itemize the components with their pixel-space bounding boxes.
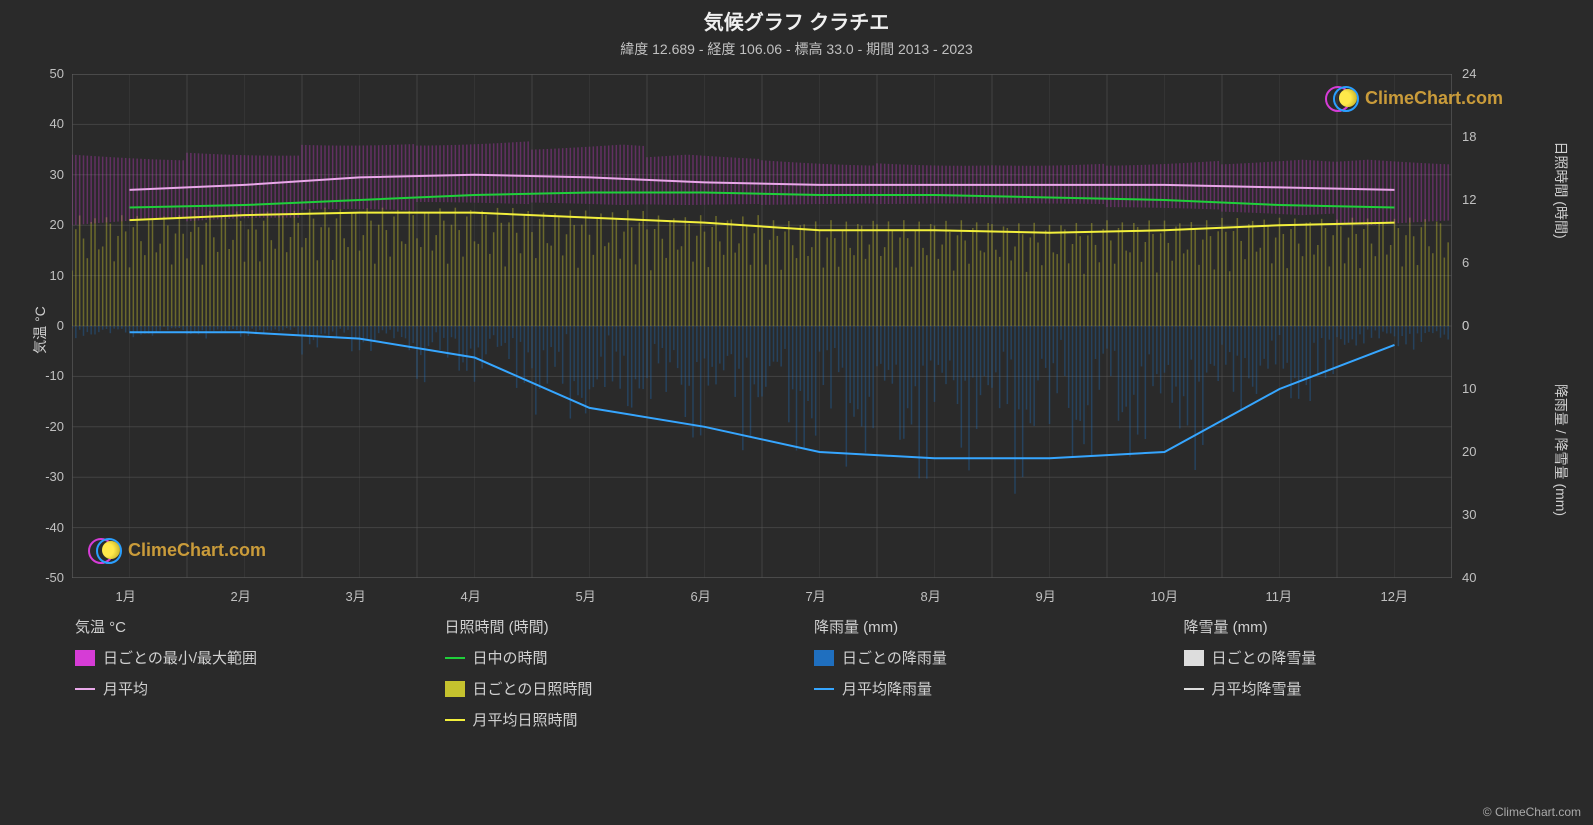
left-axis-label: 気温 °C — [30, 280, 50, 380]
right-top-tick: 12 — [1462, 192, 1476, 207]
right-bottom-tick: 40 — [1462, 570, 1476, 585]
legend-swatch-icon — [75, 650, 95, 666]
legend-item: 月平均 — [75, 678, 425, 699]
right-top-tick: 18 — [1462, 129, 1476, 144]
legend-item-label: 日ごとの降雨量 — [842, 647, 947, 668]
legend-item-label: 日中の時間 — [473, 647, 548, 668]
left-tick: -50 — [45, 570, 64, 585]
legend-item: 月平均日照時間 — [445, 709, 795, 730]
right-top-tick: 24 — [1462, 66, 1476, 81]
left-tick: 50 — [50, 66, 64, 81]
chart-legend: 気温 °C 日ごとの最小/最大範囲月平均 日照時間 (時間) 日中の時間日ごとの日照時… — [75, 616, 1533, 740]
x-tick: 12月 — [1381, 586, 1408, 605]
right-axis-top-label: 日照時間 (時間) — [1551, 120, 1571, 260]
left-tick: -10 — [45, 368, 64, 383]
legend-swatch-icon — [445, 681, 465, 697]
chart-subtitle: 緯度 12.689 - 経度 106.06 - 標高 33.0 - 期間 201… — [0, 35, 1593, 59]
x-tick: 2月 — [231, 586, 251, 605]
left-tick: -20 — [45, 419, 64, 434]
left-tick: 10 — [50, 268, 64, 283]
watermark-text: ClimeChart.com — [1365, 88, 1503, 109]
copyright-text: © ClimeChart.com — [1483, 805, 1581, 819]
x-tick: 5月 — [576, 586, 596, 605]
chart-title: 気候グラフ クラチエ — [0, 0, 1593, 35]
x-tick: 10月 — [1151, 586, 1178, 605]
left-tick: 20 — [50, 217, 64, 232]
legend-group: 日照時間 (時間) 日中の時間日ごとの日照時間月平均日照時間 — [445, 616, 795, 740]
x-tick: 4月 — [461, 586, 481, 605]
climechart-logo-icon — [88, 538, 122, 562]
legend-swatch-icon — [814, 650, 834, 666]
climechart-logo-icon — [1325, 86, 1359, 110]
right-bottom-tick: 10 — [1462, 381, 1476, 396]
legend-item-label: 月平均日照時間 — [473, 709, 578, 730]
legend-line-icon — [445, 657, 465, 659]
legend-item: 日ごとの降雨量 — [814, 647, 1164, 668]
legend-group-title: 気温 °C — [75, 616, 425, 637]
right-bottom-tick: 30 — [1462, 507, 1476, 522]
legend-line-icon — [75, 688, 95, 690]
climate-chart-container: 気候グラフ クラチエ 緯度 12.689 - 経度 106.06 - 標高 33… — [0, 0, 1593, 825]
right-top-tick: 6 — [1462, 255, 1469, 270]
legend-group-title: 降雪量 (mm) — [1184, 616, 1534, 637]
x-tick: 1月 — [116, 586, 136, 605]
legend-group: 降雨量 (mm) 日ごとの降雨量月平均降雨量 — [814, 616, 1164, 740]
x-tick: 11月 — [1266, 586, 1293, 605]
legend-group-title: 日照時間 (時間) — [445, 616, 795, 637]
x-tick: 9月 — [1036, 586, 1056, 605]
right-bottom-tick: 0 — [1462, 318, 1469, 333]
left-tick: 30 — [50, 167, 64, 182]
legend-swatch-icon — [1184, 650, 1204, 666]
legend-group: 降雪量 (mm) 日ごとの降雪量月平均降雪量 — [1184, 616, 1534, 740]
x-tick: 8月 — [921, 586, 941, 605]
legend-item: 日ごとの日照時間 — [445, 678, 795, 699]
legend-item-label: 日ごとの日照時間 — [473, 678, 593, 699]
x-tick: 3月 — [346, 586, 366, 605]
watermark-text: ClimeChart.com — [128, 540, 266, 561]
climate-plot — [72, 74, 1452, 578]
left-tick: 0 — [57, 318, 64, 333]
legend-item: 日ごとの降雪量 — [1184, 647, 1534, 668]
watermark-bottom: ClimeChart.com — [88, 538, 266, 562]
legend-line-icon — [1184, 688, 1204, 690]
legend-item: 月平均降雨量 — [814, 678, 1164, 699]
left-tick: -30 — [45, 469, 64, 484]
left-tick: 40 — [50, 116, 64, 131]
x-tick: 7月 — [806, 586, 826, 605]
legend-group: 気温 °C 日ごとの最小/最大範囲月平均 — [75, 616, 425, 740]
legend-item-label: 日ごとの最小/最大範囲 — [103, 647, 257, 668]
watermark-top: ClimeChart.com — [1325, 86, 1503, 110]
right-axis-bottom-label: 降雨量 / 降雪量 (mm) — [1551, 350, 1571, 550]
legend-item-label: 月平均降雨量 — [842, 678, 932, 699]
legend-item: 日中の時間 — [445, 647, 795, 668]
legend-item-label: 月平均降雪量 — [1212, 678, 1302, 699]
legend-item-label: 日ごとの降雪量 — [1212, 647, 1317, 668]
legend-line-icon — [814, 688, 834, 690]
left-tick: -40 — [45, 520, 64, 535]
legend-item: 月平均降雪量 — [1184, 678, 1534, 699]
x-tick: 6月 — [691, 586, 711, 605]
legend-item: 日ごとの最小/最大範囲 — [75, 647, 425, 668]
legend-group-title: 降雨量 (mm) — [814, 616, 1164, 637]
legend-item-label: 月平均 — [103, 678, 148, 699]
legend-line-icon — [445, 719, 465, 721]
right-bottom-tick: 20 — [1462, 444, 1476, 459]
